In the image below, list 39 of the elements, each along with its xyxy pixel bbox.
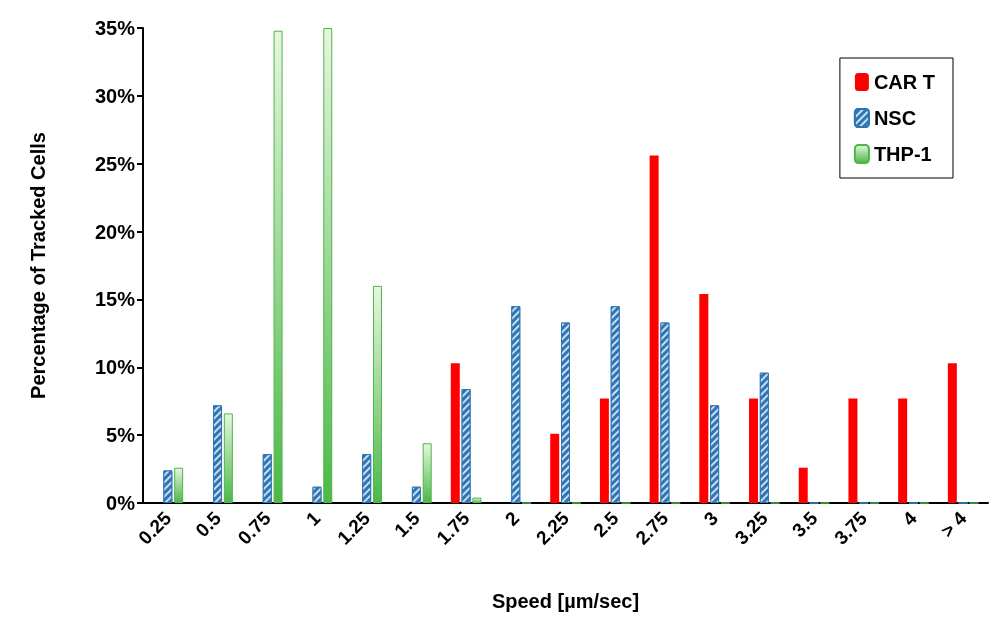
bar (699, 294, 709, 503)
x-tick-label: 0.5 (191, 507, 226, 542)
y-tick-label: 0% (106, 492, 136, 514)
legend-label: CAR T (873, 71, 936, 93)
x-tick-label: 2.5 (589, 507, 623, 542)
bar (898, 398, 908, 503)
bar (174, 467, 184, 503)
bar (947, 363, 957, 503)
bar (848, 398, 858, 503)
x-tick-label: 1 (302, 507, 325, 530)
x-tick-label: 1.5 (390, 507, 425, 542)
x-tick-label: 3.5 (787, 507, 822, 542)
bar (472, 497, 482, 503)
x-tick-label: 2 (500, 507, 524, 530)
legend-label: NSC (873, 107, 917, 129)
legend-label: THP-1 (873, 143, 932, 165)
y-tick-label: 20% (94, 220, 136, 243)
bar (599, 398, 609, 503)
y-tick-label: 25% (94, 152, 136, 175)
bar (749, 398, 759, 503)
x-tick-label: 4 (898, 507, 922, 530)
bar (323, 28, 333, 503)
y-tick-label: 30% (94, 84, 136, 107)
y-axis-title: Percentage of Tracked Cells (27, 132, 49, 399)
y-tick-label: 15% (94, 288, 136, 311)
bar (798, 467, 808, 503)
bar (422, 443, 432, 503)
x-axis-title: Speed [µm/sec] (491, 590, 640, 612)
bar (273, 30, 283, 503)
y-tick-label: 10% (94, 356, 136, 379)
bar (223, 413, 233, 503)
bar (649, 155, 659, 503)
bar (450, 363, 460, 503)
x-tick-label: > 4 (936, 507, 971, 542)
y-tick-label: 5% (106, 424, 136, 447)
y-tick-label: 35% (94, 17, 136, 39)
bar (550, 433, 560, 503)
bar (372, 285, 382, 503)
x-tick-label: 3 (699, 507, 723, 530)
